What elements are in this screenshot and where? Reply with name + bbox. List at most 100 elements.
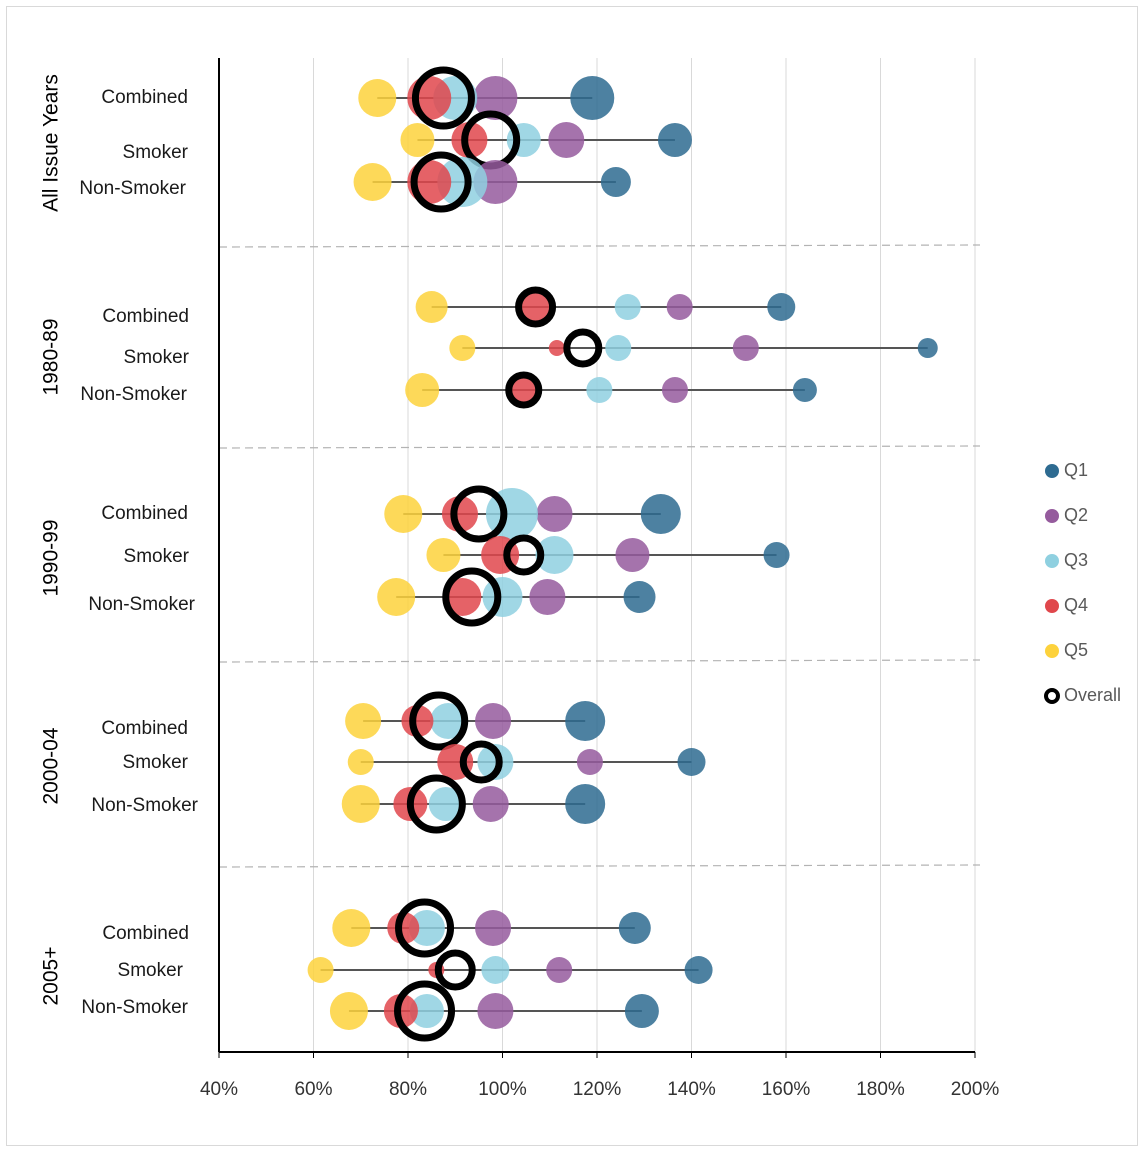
legend-marker-q1	[1045, 464, 1059, 478]
bubble-q4	[451, 122, 488, 158]
x-tick-label: 160%	[762, 1079, 811, 1100]
bubble-q3	[605, 335, 632, 361]
row-label: Smoker	[124, 347, 190, 368]
legend-marker-overall	[1044, 688, 1060, 704]
row-label: Non-Smoker	[80, 384, 187, 405]
bubble-overall	[406, 774, 466, 834]
x-tick-label: 180%	[856, 1079, 905, 1100]
chart-frame	[6, 6, 1138, 1146]
bubble-overall	[409, 691, 469, 751]
bubble-q5	[415, 291, 448, 323]
legend-marker-q3	[1045, 554, 1059, 568]
bubble-q2	[475, 910, 512, 946]
legend-label: Q5	[1064, 640, 1088, 660]
row-label: Combined	[102, 923, 189, 944]
x-tick-label: 40%	[200, 1079, 238, 1100]
bubble-q3	[409, 994, 444, 1028]
bubble-q5	[353, 163, 392, 201]
x-tick-label: 80%	[389, 1079, 427, 1100]
bubble-overall	[411, 66, 475, 130]
bubble-q2	[529, 579, 566, 615]
bubble-q1	[792, 378, 817, 402]
bubble-q1	[600, 167, 631, 197]
bubble-q2	[661, 377, 688, 403]
bubble-overall	[503, 534, 545, 576]
row-label: Smoker	[123, 752, 189, 773]
bubble-q5	[400, 123, 435, 157]
bubble-q2	[615, 538, 650, 572]
bubble-overall	[410, 151, 472, 213]
x-tick-label: 100%	[478, 1079, 527, 1100]
row-label: Smoker	[123, 142, 189, 163]
bubble-q4	[387, 912, 420, 944]
bubble-q1	[763, 542, 790, 568]
bubble-q1	[565, 784, 606, 824]
bubble-q4	[548, 340, 565, 356]
legend: Q1 Q2 Q3 Q4 Q5 Overall	[1044, 460, 1121, 705]
bubble-q5	[377, 578, 416, 616]
legend-label: Overall	[1064, 685, 1121, 705]
bubble-q2	[548, 122, 585, 158]
bubble-overall	[442, 567, 502, 627]
data-marks	[307, 66, 938, 1042]
x-tick-label: 120%	[573, 1079, 622, 1100]
bubble-q1	[657, 123, 692, 157]
bubble-q4	[401, 705, 434, 737]
group-separator	[218, 864, 981, 868]
bubble-q4	[443, 578, 482, 616]
bubble-overall	[395, 898, 455, 958]
row-label: Combined	[102, 306, 189, 327]
bubble-overall	[505, 371, 543, 409]
row-label: Combined	[101, 87, 188, 108]
grid-layer	[313, 58, 976, 1052]
bubble-q5	[341, 785, 380, 823]
bubble-q5	[345, 703, 382, 739]
bubble-q3	[535, 536, 574, 574]
group-label: 2005+	[40, 947, 63, 1006]
bubble-q3	[408, 910, 445, 946]
bubble-overall	[563, 328, 603, 368]
bubble-overall	[450, 485, 508, 543]
bubble-q1	[570, 76, 615, 120]
bubble-q1	[624, 994, 659, 1028]
bubble-q4	[441, 496, 478, 532]
bubble-q3	[481, 956, 510, 984]
bubble-q4	[519, 291, 552, 323]
legend-label: Q3	[1064, 550, 1088, 570]
row-label: Non-Smoker	[79, 178, 186, 199]
bubble-q2	[477, 993, 514, 1029]
bubble-q1	[767, 293, 796, 321]
bubble-q1	[917, 338, 938, 358]
bubble-q3	[482, 577, 523, 617]
legend-marker-q4	[1045, 599, 1059, 613]
bubble-q3	[614, 294, 641, 320]
bubble-q5	[384, 495, 423, 533]
bubble-q5	[358, 79, 397, 117]
bubble-overall	[515, 286, 557, 328]
group-label: 1980-89	[40, 318, 63, 395]
row-label: Combined	[101, 503, 188, 524]
x-tick-label: 200%	[951, 1079, 1000, 1100]
group-separator	[218, 659, 981, 663]
bubble-q1	[640, 494, 681, 534]
bubble-q3	[430, 703, 467, 739]
bubble-q2	[576, 749, 603, 775]
bubble-q1	[684, 956, 713, 984]
row-label: Non-Smoker	[81, 997, 188, 1018]
bubble-overall	[459, 740, 503, 784]
bubble-q5	[426, 538, 461, 572]
group-separator	[218, 445, 981, 449]
bubble-q5	[405, 373, 440, 407]
legend-label: Q2	[1064, 505, 1088, 525]
bubble-q5	[332, 909, 371, 947]
bubble-overall	[434, 949, 476, 991]
bubble-q5	[307, 957, 334, 983]
row-label: Combined	[101, 718, 188, 739]
row-label: Non-Smoker	[88, 594, 195, 615]
bubble-q2	[666, 294, 693, 320]
axes	[218, 58, 976, 1058]
bubble-q2	[473, 76, 518, 120]
bubble-q2	[536, 496, 573, 532]
bubble-q2	[472, 786, 509, 822]
